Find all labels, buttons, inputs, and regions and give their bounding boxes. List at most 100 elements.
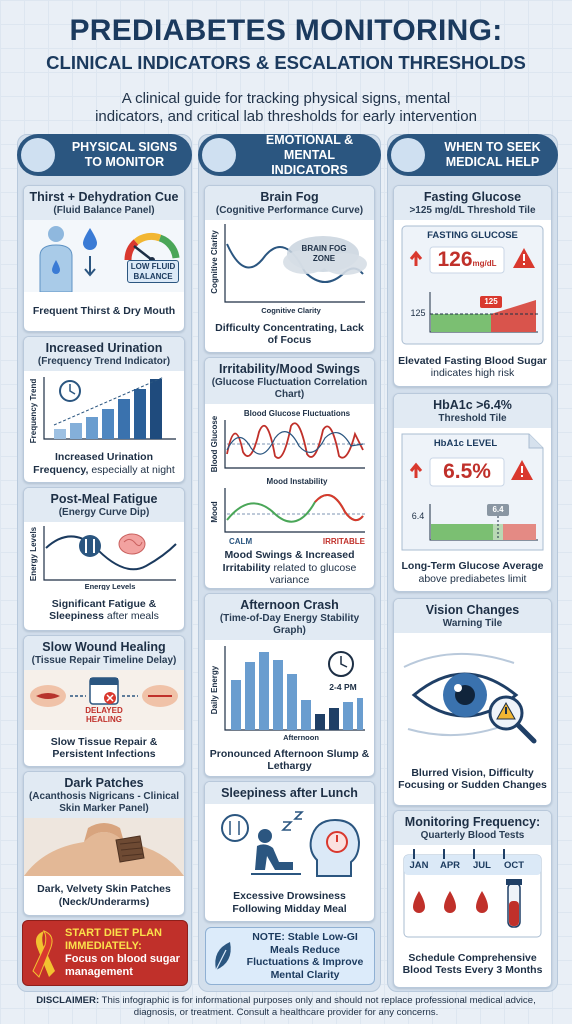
path — [24, 832, 184, 876]
rect — [480, 296, 502, 308]
path — [123, 538, 143, 547]
axis-label: Blood Glucose — [210, 415, 219, 472]
caption-text: Schedule Comprehensive Blood Tests Every… — [398, 952, 547, 977]
path — [491, 300, 536, 332]
card-subtitle: Warning Tile — [442, 618, 503, 629]
card-subtitle: (Acanthosis Nigricans - Clinical Skin Ma… — [28, 791, 180, 814]
path — [84, 256, 96, 277]
scale-label: IRRITABLE — [323, 537, 366, 546]
circle — [221, 814, 249, 842]
circle — [258, 829, 272, 843]
text: related to glucose variance — [269, 561, 357, 587]
path — [69, 384, 76, 395]
illustration: JAN APR JUL OCT — [394, 845, 551, 941]
rect — [506, 879, 522, 885]
card-caption: Blurred Vision, Difficulty Focusing or S… — [394, 753, 551, 805]
card-subtitle: (Time-of-Day Energy Stability Graph) — [219, 613, 360, 636]
axis-label: Daily Energy — [210, 665, 219, 714]
caption-text: Blurred Vision, Difficulty Focusing or S… — [398, 767, 547, 792]
title: PREDIABETES MONITORING: — [69, 14, 503, 47]
zone-label: BRAIN FOG ZONE — [301, 244, 347, 263]
card-title: HbA1c >6.4% — [433, 398, 512, 412]
threshold-label: 125 — [410, 308, 426, 318]
card-caption: Pronounced Afternoon Slump & Lethargy — [205, 744, 374, 776]
subtitle: CLINICAL INDICATORS & ESCALATION THRESHO… — [46, 52, 526, 73]
card: HbA1c >6.4% Threshold Tile HbA1c LEVEL 6.… — [393, 393, 552, 592]
axis-label: Energy Levels — [29, 526, 38, 581]
rect — [505, 707, 507, 714]
circle — [48, 226, 64, 242]
text: above prediabetes limit — [418, 572, 527, 585]
axis-label: Cognitive Clarity — [210, 230, 219, 294]
circle — [454, 684, 462, 692]
rect — [90, 678, 118, 685]
rect — [273, 660, 283, 730]
rect — [523, 254, 525, 261]
text: Dark, Velvety Skin Patches (Neck/Underar… — [37, 883, 171, 908]
card-caption: Schedule Comprehensive Blood Tests Every… — [394, 941, 551, 987]
rect — [245, 662, 255, 730]
rect — [231, 680, 241, 730]
axis-label: Energy Levels — [85, 582, 136, 590]
svg: Blood Glucose Fluctuations Blood Glucose… — [210, 409, 366, 546]
path — [133, 232, 162, 245]
svg — [403, 652, 537, 744]
svg: Cognitive Clarity Cognitive Clarity — [210, 224, 367, 315]
caption-text: Pronounced Afternoon Slump & Lethargy — [209, 748, 370, 773]
illustration: Energy Levels Energy Levels — [24, 522, 184, 590]
path — [133, 245, 153, 261]
card: Thirst + Dehydration Cue (Fluid Balance P… — [23, 185, 185, 332]
icon — [202, 138, 236, 172]
card-caption: Mood Swings & Increased Irritability rel… — [205, 548, 374, 588]
axis-label: Afternoon — [283, 733, 319, 742]
path — [124, 239, 139, 261]
rect — [134, 389, 146, 439]
month-label: OCT — [503, 860, 525, 871]
path — [409, 250, 423, 266]
card-title: Sleepiness after Lunch — [221, 786, 358, 800]
card-title: Afternoon Crash — [240, 598, 339, 612]
rect — [86, 417, 98, 439]
month-label: JUL — [473, 860, 491, 871]
path — [226, 431, 364, 455]
icon — [391, 138, 425, 172]
card-caption: Long-Term Glucose Average above prediabe… — [394, 554, 551, 591]
text: especially at night — [91, 463, 175, 476]
card-title: Increased Urination — [45, 341, 163, 355]
card-caption: Increased Urination Frequency, especiall… — [24, 445, 184, 482]
intro: A clinical guide for tracking physical s… — [95, 90, 477, 125]
unit: mg/dL — [472, 259, 497, 268]
card-title: Fasting Glucose — [423, 190, 522, 204]
path — [224, 420, 365, 469]
path — [528, 434, 543, 449]
marker-label: 125 — [484, 297, 498, 306]
path — [32, 930, 53, 978]
card-caption: Difficulty Concentrating, Lack of Focus — [205, 316, 374, 352]
path — [229, 821, 240, 835]
card-header: Monitoring Frequency: Quarterly Blood Tes… — [394, 811, 551, 845]
svg — [32, 930, 55, 978]
text: This infographic is for informational pu… — [101, 995, 536, 1018]
card-header: Thirst + Dehydration Cue (Fluid Balance P… — [24, 186, 184, 220]
card-caption: Excessive Drowsiness Following Midday Me… — [205, 884, 374, 921]
rect — [523, 263, 525, 265]
rect — [431, 314, 491, 332]
path — [43, 377, 176, 440]
note-text: Stable Low-GI Meals Reduce Fluctuations … — [246, 931, 364, 981]
rect — [70, 423, 82, 439]
card-subtitle: (Energy Curve Dip) — [58, 507, 150, 518]
card-title: Thirst + Dehydration Cue — [29, 190, 179, 204]
marker-label: 6.4 — [492, 505, 504, 514]
path — [226, 422, 364, 459]
heading-text: EMOTIONAL & MENTAL INDICATORS — [265, 132, 354, 177]
rect — [301, 700, 311, 730]
path — [314, 493, 364, 522]
axis-label: Frequency Trend — [29, 379, 38, 444]
rect — [315, 714, 325, 730]
card: Fasting Glucose >125 mg/dL Threshold Tile… — [393, 185, 552, 387]
card-caption: Dark, Velvety Skin Patches (Neck/Underar… — [24, 876, 184, 915]
text: Significant Fatigue & Sleepiness — [49, 597, 157, 623]
rect — [503, 524, 536, 540]
heading-text: WHEN TO SEEK MEDICAL HELP — [444, 140, 541, 169]
rect — [431, 524, 493, 540]
